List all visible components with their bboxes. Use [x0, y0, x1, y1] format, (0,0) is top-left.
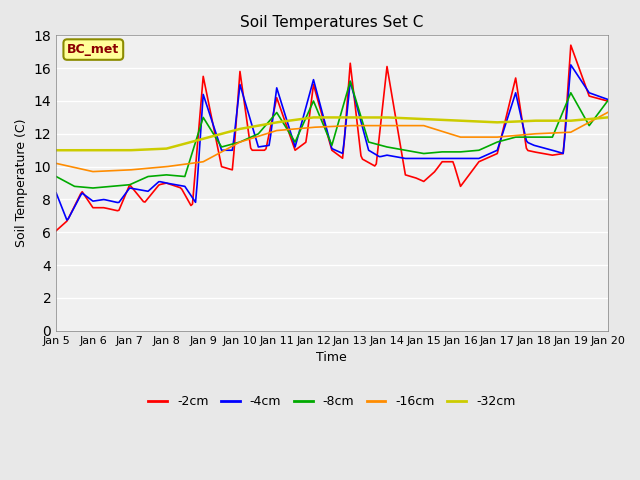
-16cm [68, 164, 76, 169]
-2cm [397, 145, 404, 151]
-32cm [538, 118, 545, 123]
Line: -4cm: -4cm [56, 65, 607, 220]
-32cm [386, 115, 394, 120]
-8cm [400, 147, 408, 153]
-8cm [52, 174, 60, 180]
-2cm [604, 98, 611, 104]
-2cm [567, 42, 575, 48]
-4cm [604, 96, 611, 102]
-8cm [388, 145, 396, 151]
-4cm [399, 155, 406, 161]
-16cm [386, 123, 394, 129]
-32cm [399, 115, 406, 121]
-2cm [366, 160, 374, 166]
-2cm [52, 228, 60, 234]
X-axis label: Time: Time [317, 351, 348, 364]
Text: BC_met: BC_met [67, 43, 120, 56]
-4cm [567, 62, 575, 68]
-2cm [536, 150, 544, 156]
-4cm [69, 207, 77, 213]
-32cm [604, 115, 611, 120]
-16cm [604, 109, 611, 115]
-16cm [52, 160, 60, 166]
-8cm [346, 78, 354, 84]
-16cm [89, 168, 97, 174]
Line: -8cm: -8cm [56, 81, 607, 188]
-32cm [155, 146, 163, 152]
-2cm [155, 182, 163, 188]
-16cm [538, 131, 545, 136]
-8cm [604, 98, 611, 104]
-2cm [68, 209, 76, 215]
-16cm [156, 164, 164, 170]
-8cm [68, 182, 76, 188]
-8cm [369, 140, 377, 146]
Legend: -2cm, -4cm, -8cm, -16cm, -32cm: -2cm, -4cm, -8cm, -16cm, -32cm [143, 390, 520, 413]
-32cm [310, 115, 317, 120]
-32cm [368, 115, 376, 120]
-16cm [368, 123, 376, 129]
-4cm [156, 179, 164, 185]
-16cm [399, 123, 406, 129]
Line: -2cm: -2cm [56, 45, 607, 231]
-8cm [156, 172, 164, 178]
-2cm [385, 72, 392, 78]
Title: Soil Temperatures Set C: Soil Temperatures Set C [240, 15, 424, 30]
-4cm [63, 217, 71, 223]
-32cm [52, 147, 60, 153]
Line: -32cm: -32cm [56, 118, 607, 150]
-32cm [68, 147, 76, 153]
Line: -16cm: -16cm [56, 112, 607, 171]
-4cm [538, 144, 545, 150]
-4cm [368, 149, 376, 155]
-4cm [386, 153, 394, 158]
-8cm [89, 185, 97, 191]
-8cm [540, 134, 547, 140]
Y-axis label: Soil Temperature (C): Soil Temperature (C) [15, 119, 28, 247]
-4cm [52, 190, 60, 196]
